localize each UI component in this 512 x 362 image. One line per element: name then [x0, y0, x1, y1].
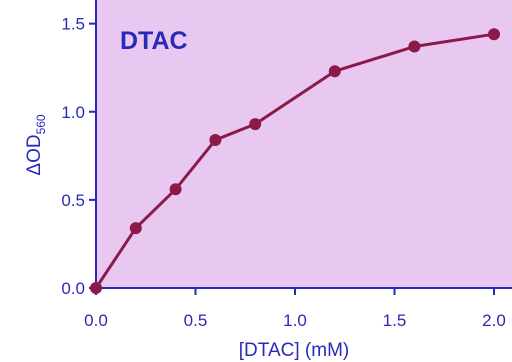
y-axis-title: ΔOD560 [24, 114, 48, 176]
x-tick-label: 1.0 [283, 311, 307, 330]
x-tick-label: 1.5 [383, 311, 407, 330]
data-point [90, 282, 102, 294]
data-point [129, 222, 142, 235]
y-axis-title-main: ΔOD [24, 134, 45, 175]
data-point [328, 65, 341, 78]
y-tick-label: 1.0 [61, 103, 85, 122]
chart-title: DTAC [120, 27, 188, 55]
plot-area [96, 0, 512, 288]
y-tick-label: 0.5 [61, 191, 85, 210]
series-line [94, 32, 495, 289]
y-tick-label: 1.5 [61, 15, 85, 34]
data-point [249, 118, 262, 131]
y-axis-title-subscript: 560 [34, 114, 48, 134]
series-points-group [90, 28, 500, 294]
ticks: 0.0 0.5 1.0 1.5 2.0 0.0 0.5 1.0 1.5 [61, 15, 505, 330]
x-tick-label: 0.0 [84, 311, 108, 330]
y-tick-label: 0.0 [61, 279, 85, 298]
data-point [488, 28, 500, 41]
data-point [209, 133, 222, 146]
x-tick-label: 0.5 [184, 311, 208, 330]
axes [95, 0, 512, 289]
data-point [169, 183, 182, 196]
x-axis-title: [DTAC] (mM) [239, 340, 349, 361]
x-tick-label: 2.0 [482, 311, 506, 330]
data-point [408, 40, 421, 53]
series-line-group [94, 32, 495, 289]
